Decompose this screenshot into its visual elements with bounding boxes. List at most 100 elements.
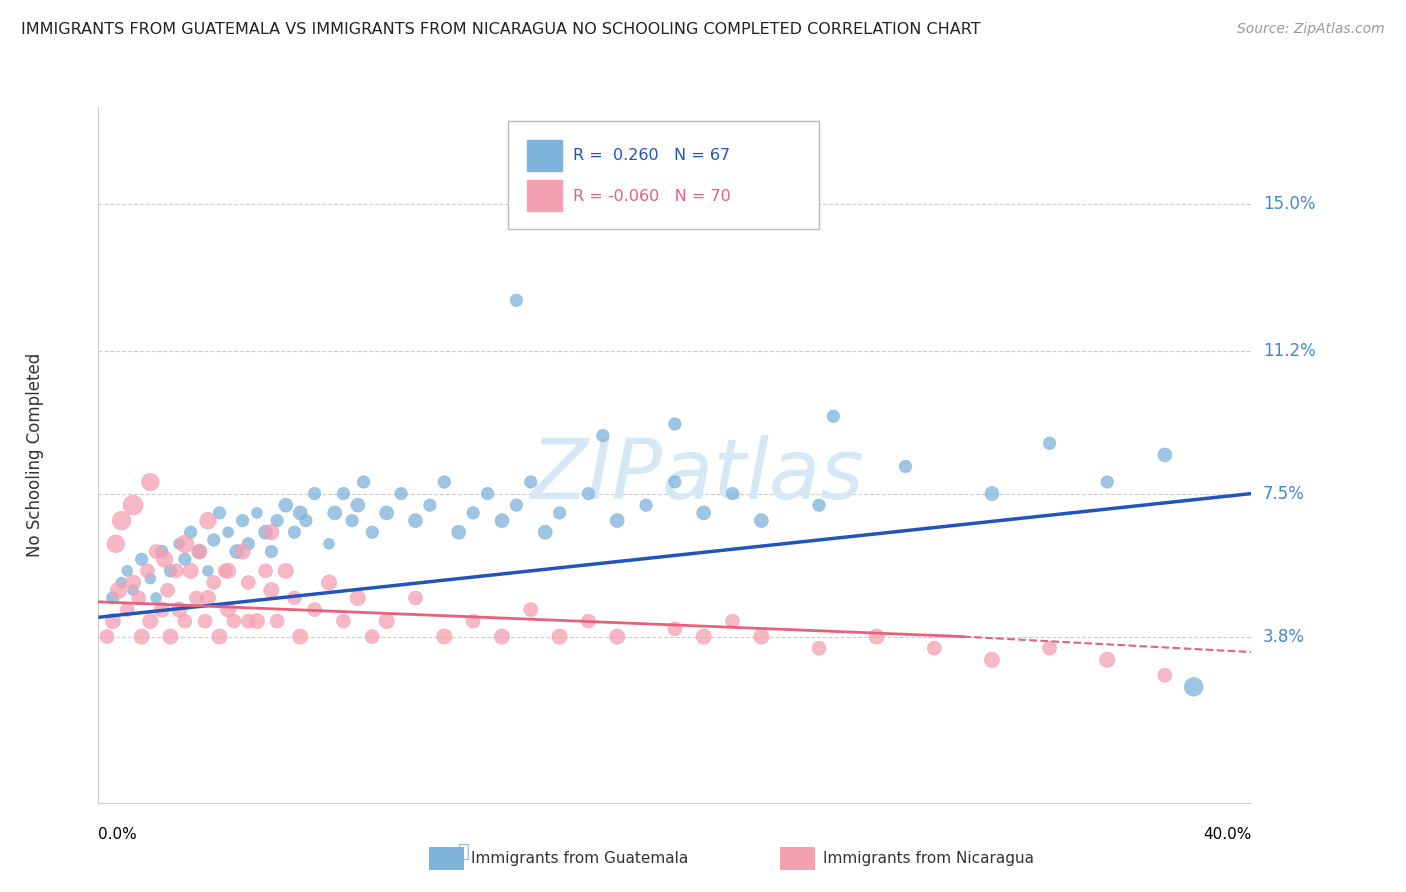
Point — [165, 564, 187, 578]
Point — [1038, 436, 1062, 450]
Point — [156, 583, 179, 598]
Point — [128, 591, 150, 605]
Point — [1153, 668, 1175, 682]
Point — [238, 537, 260, 551]
Point — [636, 498, 658, 512]
Point — [721, 614, 744, 628]
Point — [159, 564, 181, 578]
Point — [260, 544, 283, 558]
Point — [548, 506, 571, 520]
Point — [353, 475, 375, 489]
Point — [520, 602, 543, 616]
Point — [254, 525, 277, 540]
Point — [606, 514, 628, 528]
Point — [194, 614, 217, 628]
Point — [188, 544, 211, 558]
Point — [150, 602, 173, 616]
Point — [693, 630, 716, 644]
Point — [318, 575, 340, 590]
Text: 3.8%: 3.8% — [1263, 628, 1305, 646]
Text: Immigrants from Nicaragua: Immigrants from Nicaragua — [823, 851, 1033, 865]
Point — [197, 591, 219, 605]
Point — [159, 630, 181, 644]
Point — [433, 630, 456, 644]
Text: 7.5%: 7.5% — [1263, 484, 1305, 502]
Point — [145, 544, 167, 558]
Point — [534, 525, 557, 540]
Point — [1038, 641, 1062, 656]
FancyBboxPatch shape — [780, 847, 815, 870]
Text: Immigrants from Guatemala: Immigrants from Guatemala — [471, 851, 689, 865]
Point — [139, 475, 162, 489]
Point — [139, 572, 162, 586]
Text: 0.0%: 0.0% — [98, 827, 138, 842]
Point — [283, 525, 305, 540]
Point — [217, 602, 239, 616]
Point — [202, 575, 225, 590]
Point — [238, 614, 260, 628]
Text: 11.2%: 11.2% — [1263, 342, 1316, 359]
Point — [238, 575, 260, 590]
Point — [153, 552, 176, 566]
Point — [260, 583, 283, 598]
Point — [254, 564, 277, 578]
Point — [823, 409, 845, 424]
Point — [197, 514, 219, 528]
Point — [139, 614, 162, 628]
Text: Source: ZipAtlas.com: Source: ZipAtlas.com — [1237, 22, 1385, 37]
Point — [167, 537, 190, 551]
Point — [188, 544, 211, 558]
Point — [491, 514, 513, 528]
Text: ⬜: ⬜ — [458, 842, 470, 862]
Point — [332, 614, 354, 628]
Point — [304, 602, 326, 616]
Text: ZIPatlas: ZIPatlas — [531, 435, 865, 516]
Point — [117, 602, 138, 616]
Point — [346, 591, 368, 605]
Point — [578, 486, 600, 500]
Point — [304, 486, 326, 500]
Point — [180, 525, 202, 540]
Point — [578, 614, 600, 628]
Point — [361, 525, 384, 540]
Point — [283, 591, 305, 605]
Point — [222, 614, 245, 628]
Point — [167, 602, 190, 616]
Point — [202, 533, 225, 547]
Point — [1153, 448, 1175, 462]
Point — [477, 486, 499, 500]
Point — [664, 622, 686, 636]
Point — [174, 614, 197, 628]
Point — [405, 514, 427, 528]
Point — [405, 591, 427, 605]
Point — [107, 583, 129, 598]
Point — [274, 564, 297, 578]
Point — [214, 564, 236, 578]
Point — [318, 537, 340, 551]
Point — [208, 630, 231, 644]
Text: IMMIGRANTS FROM GUATEMALA VS IMMIGRANTS FROM NICARAGUA NO SCHOOLING COMPLETED CO: IMMIGRANTS FROM GUATEMALA VS IMMIGRANTS … — [21, 22, 981, 37]
Point — [922, 641, 945, 656]
Point — [461, 506, 484, 520]
Point — [981, 653, 1004, 667]
Point — [246, 614, 269, 628]
Point — [323, 506, 346, 520]
Point — [505, 293, 527, 308]
Point — [131, 552, 153, 566]
Point — [1097, 475, 1119, 489]
Point — [174, 552, 197, 566]
Point — [145, 591, 167, 605]
Point — [721, 486, 744, 500]
Point — [101, 614, 124, 628]
Point — [104, 537, 127, 551]
Point — [180, 564, 202, 578]
Point — [361, 630, 384, 644]
Point — [520, 475, 543, 489]
Point — [419, 498, 441, 512]
Point — [592, 428, 614, 442]
Point — [246, 506, 269, 520]
Text: No Schooling Completed: No Schooling Completed — [25, 353, 44, 557]
Point — [491, 630, 513, 644]
Point — [186, 591, 208, 605]
Point — [290, 630, 312, 644]
